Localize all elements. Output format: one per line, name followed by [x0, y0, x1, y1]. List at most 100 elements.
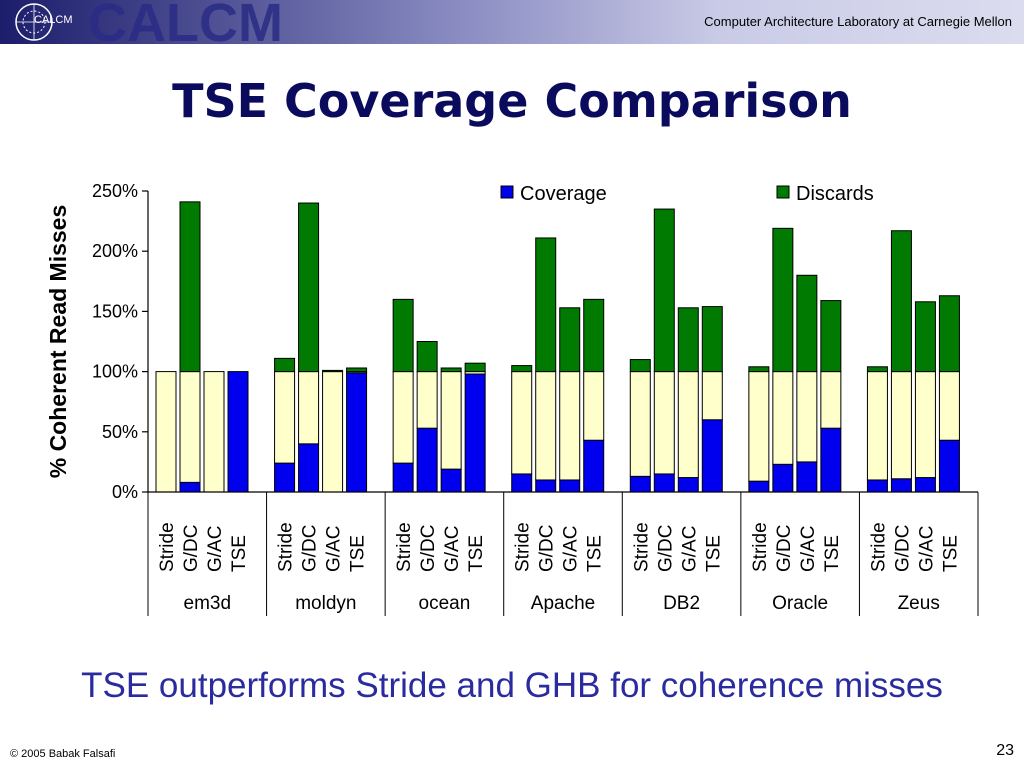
bar-coverage-Apache-G/AC [559, 479, 581, 493]
bar-uncovered-DB2-TSE [701, 371, 723, 421]
bar-discards-DB2-G/DC [653, 208, 675, 373]
bar-discards-moldyn-G/DC [298, 202, 320, 373]
legend-label-coverage: Coverage [520, 183, 607, 205]
bar-discards-Apache-G/DC [535, 237, 557, 373]
bar-discards-Zeus-G/DC [890, 230, 912, 373]
x-group-label: Oracle [772, 593, 828, 614]
bar-uncovered-Oracle-G/DC [772, 371, 794, 465]
bar-discards-ocean-G/AC [440, 367, 462, 373]
bar-coverage-moldyn-G/DC [298, 443, 320, 493]
x-category-label: Stride [868, 522, 889, 572]
bar-uncovered-Zeus-G/AC [914, 371, 936, 479]
bar-coverage-Oracle-Stride [748, 480, 770, 493]
x-category-label: G/DC [655, 525, 676, 573]
bar-coverage-ocean-G/AC [440, 468, 462, 493]
x-category-label: TSE [822, 535, 843, 572]
bar-coverage-moldyn-Stride [274, 462, 296, 493]
bar-uncovered-Apache-TSE [583, 371, 605, 441]
x-category-label: G/DC [300, 525, 321, 573]
bar-discards-Apache-TSE [583, 298, 605, 373]
bar-discards-Apache-G/AC [559, 307, 581, 373]
bar-uncovered-em3d-G/DC [179, 371, 201, 483]
x-group-label: em3d [184, 593, 232, 614]
bar-uncovered-moldyn-G/DC [298, 371, 320, 445]
bar-discards-DB2-TSE [701, 306, 723, 373]
x-category-label: G/DC [537, 525, 558, 573]
x-category-label: TSE [703, 535, 724, 572]
bar-coverage-ocean-TSE [464, 373, 486, 493]
x-category-label: Stride [394, 522, 415, 572]
bar-discards-Zeus-TSE [938, 295, 960, 373]
bar-discards-Oracle-TSE [820, 300, 842, 373]
legend-swatch-discards [776, 185, 790, 199]
bar-discards-Apache-Stride [511, 365, 533, 373]
bar-uncovered-Zeus-Stride [866, 371, 888, 481]
bar-coverage-Zeus-Stride [866, 479, 888, 493]
bar-coverage-Zeus-G/DC [890, 478, 912, 493]
bar-uncovered-em3d-G/AC [203, 371, 225, 493]
bar-discards-Oracle-G/AC [796, 274, 818, 373]
bar-uncovered-ocean-Stride [392, 371, 414, 464]
x-category-label: G/DC [774, 525, 795, 573]
x-category-label: Stride [157, 522, 178, 572]
coverage-chart: % Coherent Read Misses 0% 50% 100% 150% 200%… [45, 181, 979, 616]
bar-uncovered-moldyn-G/AC [322, 371, 344, 493]
bar-uncovered-Apache-G/DC [535, 371, 557, 481]
bar-discards-ocean-G/DC [416, 341, 438, 373]
bar-discards-Zeus-G/AC [914, 301, 936, 373]
bar-uncovered-Apache-Stride [511, 371, 533, 475]
x-group-label: Apache [531, 593, 595, 614]
slide-title: TSE Coverage Comparison [172, 74, 852, 128]
slide-subtitle: TSE outperforms Stride and GHB for coher… [81, 666, 943, 705]
x-category-label: G/DC [181, 525, 202, 573]
bar-coverage-em3d-TSE [227, 371, 249, 493]
bar-uncovered-ocean-G/AC [440, 371, 462, 470]
x-category-label: G/DC [892, 525, 913, 573]
x-category-label: G/AC [679, 526, 700, 572]
x-category-label: TSE [466, 535, 487, 572]
bar-coverage-moldyn-TSE [346, 372, 368, 493]
bar-coverage-Oracle-G/DC [772, 463, 794, 493]
bar-discards-Oracle-G/DC [772, 227, 794, 373]
bars [155, 201, 960, 493]
bar-coverage-Apache-G/DC [535, 479, 557, 493]
bar-uncovered-Oracle-G/AC [796, 371, 818, 463]
bar-coverage-DB2-Stride [629, 475, 651, 493]
bar-discards-DB2-Stride [629, 359, 651, 373]
x-category-label: TSE [585, 535, 606, 572]
bar-coverage-Oracle-TSE [820, 427, 842, 493]
calcm-logo-icon [15, 3, 53, 41]
x-category-label: Stride [631, 522, 652, 572]
bar-discards-Zeus-Stride [866, 366, 888, 373]
legend-label-discards: Discards [796, 183, 874, 205]
x-category-label: Stride [750, 522, 771, 572]
y-tick-label: 250% [92, 181, 138, 201]
x-category-label: G/AC [205, 526, 226, 572]
bar-uncovered-Apache-G/AC [559, 371, 581, 481]
bar-coverage-Zeus-G/AC [914, 477, 936, 493]
bar-uncovered-moldyn-Stride [274, 371, 296, 464]
y-tick-label: 150% [92, 301, 138, 321]
x-category-label: Stride [513, 522, 534, 572]
lab-name: Computer Architecture Laboratory at Carn… [704, 14, 1012, 29]
bar-coverage-Apache-TSE [583, 439, 605, 493]
legend-swatch-coverage [500, 185, 514, 199]
bar-discards-DB2-G/AC [677, 307, 699, 373]
bar-coverage-Oracle-G/AC [796, 461, 818, 493]
y-axis-label: % Coherent Read Misses [45, 205, 71, 479]
bar-discards-moldyn-Stride [274, 357, 296, 373]
copyright: © 2005 Babak Falsafi [10, 748, 116, 760]
x-category-label: G/AC [324, 526, 345, 572]
bar-discards-moldyn-G/AC [322, 369, 344, 373]
x-group-label: ocean [419, 593, 471, 614]
bar-discards-ocean-TSE [464, 362, 486, 373]
legend: Coverage Discards [500, 183, 874, 205]
bar-discards-moldyn-TSE [346, 367, 368, 373]
y-axis-label-group: % Coherent Read Misses [45, 205, 71, 479]
bar-uncovered-em3d-Stride [155, 371, 177, 493]
y-tick-label: 200% [92, 241, 138, 261]
x-group-label: DB2 [663, 593, 700, 614]
bar-uncovered-DB2-G/DC [653, 371, 675, 475]
bar-coverage-DB2-G/AC [677, 477, 699, 493]
